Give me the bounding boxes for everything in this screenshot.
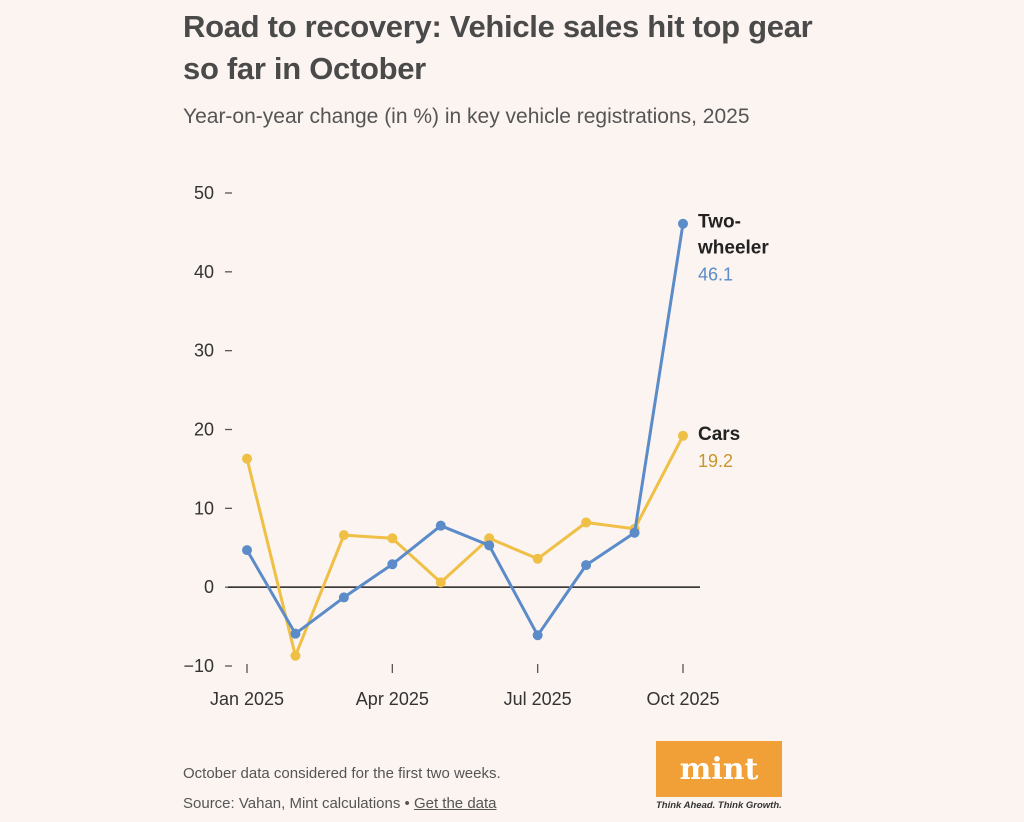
footnote-note: October data considered for the first tw… (183, 765, 501, 782)
data-point-two-wheeler (629, 527, 640, 538)
data-point-cars (484, 533, 495, 544)
data-point-two-wheeler (290, 628, 301, 639)
data-point-cars (532, 553, 543, 564)
mint-logo-text: mint (679, 751, 759, 787)
data-point-two-wheeler (338, 592, 349, 603)
mint-tagline: Think Ahead. Think Growth. (656, 800, 782, 811)
y-tick-label: 50 (194, 183, 214, 203)
data-point-cars (242, 453, 252, 464)
data-point-two-wheeler (242, 545, 252, 556)
data-point-cars (435, 577, 446, 588)
mint-logo: mint (656, 741, 782, 797)
footnote-source-line: Source: Vahan, Mint calculations • Get t… (183, 789, 501, 819)
y-tick-label: 40 (194, 262, 214, 282)
data-point-cars (678, 430, 688, 441)
data-point-cars (290, 650, 301, 661)
y-tick-label: −10 (183, 656, 214, 676)
data-point-cars (387, 533, 398, 544)
data-point-cars (581, 517, 592, 528)
series-end-value-two-wheeler: 46.1 (698, 265, 733, 285)
line-chart: −10 0 10 20 30 40 50 Jan 2025 Apr 2025 Jul 2025 Oc… (183, 183, 769, 709)
footnote: October data considered for the first tw… (183, 759, 501, 819)
y-tick-label: 0 (204, 577, 214, 597)
data-point-two-wheeler (387, 559, 398, 570)
series-label-two-wheeler: Two- (698, 212, 741, 233)
series-label-cars: Cars (698, 424, 740, 445)
y-tick-label: 30 (194, 341, 214, 361)
chart-subtitle: Year-on-year change (in %) in key vehicl… (183, 105, 750, 128)
separator-dot: • (404, 795, 410, 812)
data-point-two-wheeler (435, 520, 446, 531)
x-tick-label: Jan 2025 (210, 689, 284, 709)
x-tick-label: Oct 2025 (646, 689, 719, 709)
data-point-two-wheeler (532, 630, 543, 641)
data-point-two-wheeler (678, 218, 688, 229)
y-tick-label: 20 (194, 420, 214, 440)
series-line-cars (245, 435, 685, 658)
series-label-two-wheeler: wheeler (697, 238, 769, 259)
data-point-two-wheeler (484, 540, 495, 551)
data-point-two-wheeler (581, 560, 592, 571)
chart-title: Road to recovery: Vehicle sales hit top … (183, 9, 813, 86)
x-tick-label: Apr 2025 (356, 689, 429, 709)
source-text: Source: Vahan, Mint calculations (183, 795, 401, 812)
y-tick-label: 10 (194, 498, 214, 518)
get-the-data-link[interactable]: Get the data (413, 795, 497, 812)
series-end-value-cars: 19.2 (698, 451, 733, 471)
x-tick-label: Jul 2025 (504, 689, 572, 709)
series-line-two-wheeler (245, 223, 685, 637)
data-point-cars (338, 530, 349, 541)
